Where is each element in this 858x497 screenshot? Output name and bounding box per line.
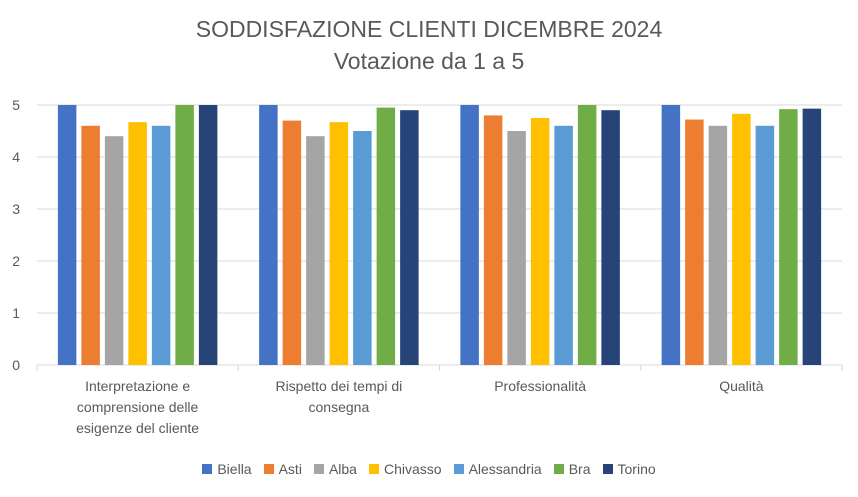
legend-label: Asti — [278, 461, 302, 477]
x-category-label: esigenze del cliente — [76, 420, 199, 436]
bar-chivasso-3 — [732, 113, 751, 365]
legend-label: Biella — [217, 461, 252, 477]
x-category-label: Interpretazione e — [85, 378, 190, 394]
bar-alessandria-0 — [151, 125, 171, 365]
legend-swatch — [602, 464, 613, 474]
chart-title: SODDISFAZIONE CLIENTI DICEMBRE 2024 — [195, 16, 663, 42]
legend-item-alessandria: Alessandria — [453, 461, 542, 477]
chart-subtitle: Votazione da 1 a 5 — [333, 48, 525, 74]
bar-alba-0 — [104, 136, 124, 365]
legend-item-bra: Bra — [553, 461, 591, 477]
x-category-label: consegna — [309, 399, 370, 415]
bar-bra-2 — [577, 105, 597, 365]
bar-torino-0 — [198, 105, 218, 365]
bar-asti-2 — [483, 115, 503, 366]
y-tick-label: 3 — [12, 201, 20, 217]
legend: Biella Asti Alba Chivasso Alessandria Bra Tori… — [0, 461, 858, 477]
bar-torino-1 — [400, 110, 419, 365]
legend-label: Torino — [617, 461, 656, 477]
legend-swatch — [263, 464, 274, 474]
bar-chivasso-1 — [329, 122, 349, 365]
y-tick-label: 1 — [12, 305, 20, 321]
bar-bra-1 — [376, 107, 396, 365]
bar-biella-1 — [259, 105, 278, 365]
x-category-label: comprensione delle — [77, 399, 199, 415]
bar-alba-1 — [306, 136, 325, 365]
bar-chivasso-2 — [530, 118, 550, 365]
y-tick-label: 0 — [12, 357, 20, 373]
x-category-label: Qualità — [719, 378, 764, 394]
bar-biella-2 — [460, 105, 479, 365]
legend-label: Alba — [328, 461, 357, 477]
bar-bra-0 — [175, 105, 194, 365]
y-tick-label: 2 — [12, 253, 20, 269]
x-category-label: Rispetto dei tempi di — [275, 378, 402, 394]
bar-alba-3 — [708, 125, 728, 365]
bar-bra-3 — [779, 109, 798, 365]
bar-asti-1 — [282, 120, 302, 365]
legend-swatch — [453, 464, 464, 474]
bar-alessandria-2 — [554, 125, 573, 365]
bar-torino-2 — [601, 110, 620, 365]
bar-alessandria-3 — [755, 125, 775, 365]
bar-biella-0 — [57, 105, 77, 365]
bar-torino-3 — [802, 108, 822, 365]
y-tick-label: 4 — [12, 149, 20, 165]
legend-item-torino: Torino — [602, 461, 656, 477]
legend-swatch — [553, 464, 564, 474]
legend-label: Bra — [568, 461, 591, 477]
legend-swatch — [313, 464, 324, 474]
bar-asti-0 — [81, 125, 100, 365]
legend-swatch — [368, 464, 379, 474]
legend-item-asti: Asti — [263, 461, 302, 477]
legend-label: Chivasso — [383, 461, 442, 477]
bar-chivasso-0 — [128, 122, 147, 365]
plot-area: 0 1 2 3 4 5 Interpretazione e comprensione dell… — [12, 97, 843, 436]
legend-swatch — [202, 464, 213, 474]
legend-label: Alessandria — [468, 461, 542, 477]
legend-item-chivasso: Chivasso — [368, 461, 442, 477]
bar-biella-3 — [661, 105, 681, 365]
bar-asti-3 — [685, 119, 704, 365]
legend-item-alba: Alba — [313, 461, 357, 477]
legend-item-biella: Biella — [202, 461, 252, 477]
y-tick-label: 5 — [12, 97, 20, 113]
bar-alessandria-1 — [353, 131, 372, 365]
x-category-label: Professionalità — [494, 378, 586, 394]
bar-alba-2 — [507, 131, 526, 365]
